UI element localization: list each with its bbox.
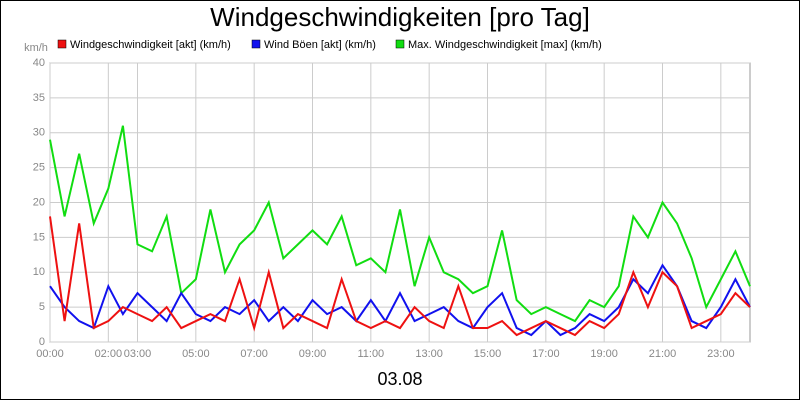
x-tick-label: 15:00 <box>474 348 502 360</box>
x-tick-label: 21:00 <box>649 348 677 360</box>
y-tick-label: 40 <box>33 57 45 69</box>
y-tick-label: 25 <box>33 162 45 174</box>
legend-label: Max. Windgeschwindigkeit [max] (km/h) <box>408 39 602 51</box>
y-tick-label: 15 <box>33 231 45 243</box>
legend-label: Wind Böen [akt] (km/h) <box>264 39 376 51</box>
x-tick-label: 11:00 <box>357 348 384 360</box>
y-tick-label: 5 <box>39 301 45 313</box>
x-tick-label: 02:00 <box>95 348 123 360</box>
y-tick-label: 10 <box>33 266 45 278</box>
x-tick-label: 05:00 <box>182 348 210 360</box>
x-tick-label: 23:00 <box>707 348 735 360</box>
legend-swatch <box>395 39 405 49</box>
series-line <box>49 216 751 337</box>
x-tick-label: 07:00 <box>240 348 268 360</box>
legend-swatch <box>57 39 67 49</box>
x-tick-label: 19:00 <box>590 348 618 360</box>
x-tick-label: 13:00 <box>415 348 443 360</box>
legend-swatch <box>251 39 261 49</box>
y-tick-label: 0 <box>39 336 45 348</box>
legend-label: Windgeschwindigkeit [akt] (km/h) <box>70 39 231 51</box>
x-tick-label: 17:00 <box>532 348 560 360</box>
series-line <box>49 125 751 323</box>
chart-title: Windgeschwindigkeiten [pro Tag] <box>210 2 590 32</box>
x-tick-label: 09:00 <box>299 348 327 360</box>
series-line <box>49 263 751 337</box>
y-tick-label: 30 <box>33 127 45 139</box>
x-axis-label: 03.08 <box>377 369 422 389</box>
x-tick-label: 03:00 <box>124 348 152 360</box>
x-tick-label: 00:00 <box>36 348 64 360</box>
y-tick-label: 20 <box>33 196 45 208</box>
y-tick-label: 35 <box>33 92 45 104</box>
y-axis-unit: km/h <box>24 42 48 54</box>
